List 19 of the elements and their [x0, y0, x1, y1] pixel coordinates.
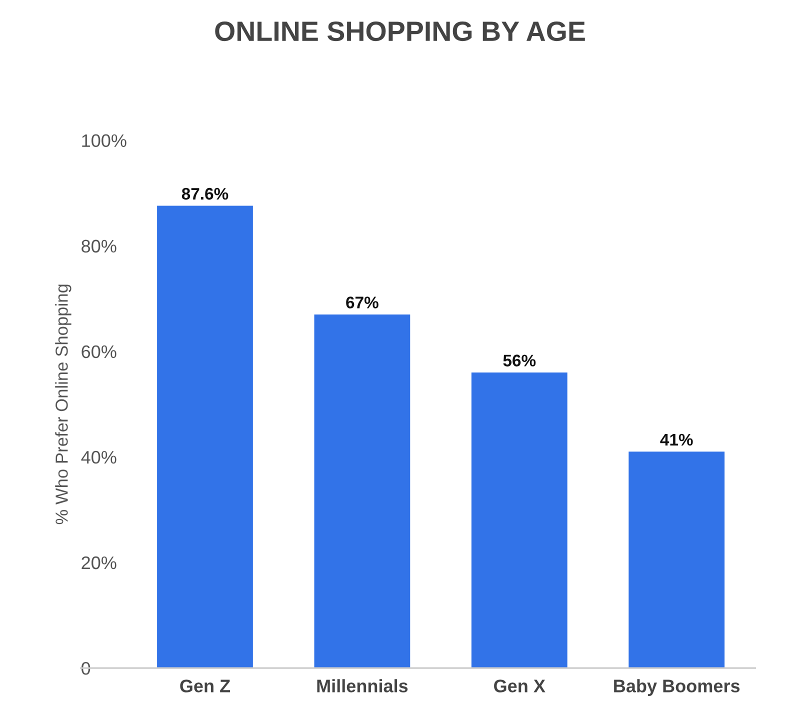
data-label: 41%	[660, 434, 693, 446]
bar	[314, 314, 410, 668]
x-tick-label: Gen Z	[180, 680, 230, 692]
data-label: 67%	[346, 296, 378, 308]
x-tick-label: Millennials	[317, 679, 408, 692]
y-tick-label: 80%	[82, 240, 116, 253]
bar	[628, 452, 725, 668]
x-tick-label: Gen X	[494, 680, 546, 692]
data-label: 87.6%	[182, 188, 228, 200]
x-tick-label: Baby Boomers	[614, 679, 740, 696]
y-tick-label: 20%	[82, 556, 116, 570]
y-tick-label: 60%	[82, 345, 116, 358]
y-tick-label: 40%	[81, 450, 116, 464]
data-label: 56%	[503, 354, 536, 366]
bar	[157, 206, 253, 668]
y-tick-label: 100%	[82, 134, 126, 148]
bar	[471, 372, 568, 668]
chart-title: ONLINE SHOPPING BY AGE	[215, 21, 585, 42]
y-axis-title: % Who Prefer Online Shopping	[55, 284, 72, 524]
